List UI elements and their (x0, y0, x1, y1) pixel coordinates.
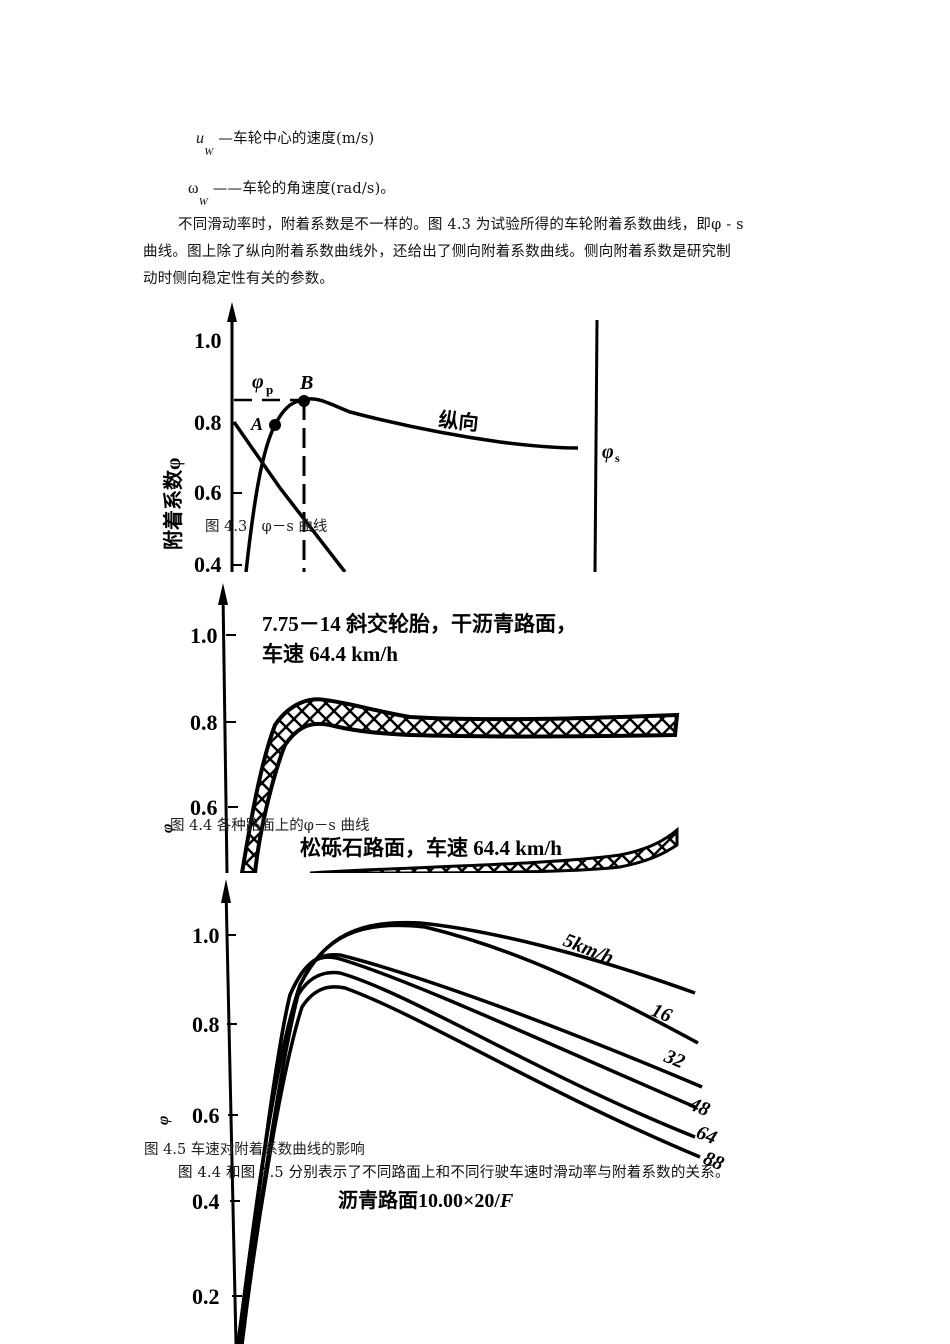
subscript-w: W (204, 145, 214, 158)
svg-text:0.6: 0.6 (192, 1103, 220, 1128)
svg-text:0.4: 0.4 (192, 1189, 220, 1214)
svg-text:A: A (250, 414, 263, 434)
svg-text:1.0: 1.0 (190, 623, 218, 648)
svg-text:φ: φ (252, 371, 264, 393)
paragraph-line: 不同滑动率时，附着系数是不一样的。图 4.3 为试验所得的车轮附着系数曲线，即φ… (178, 217, 744, 233)
paragraph-line: 动时侧向稳定性有关的参数。 (143, 271, 335, 287)
axis-arrow-icon (227, 302, 237, 322)
svg-text:7.75－14 斜交轮胎，干沥青路面，: 7.75－14 斜交轮胎，干沥青路面， (262, 612, 577, 636)
svg-text:B: B (299, 372, 313, 394)
svg-text:φ: φ (155, 1116, 172, 1125)
svg-text:64: 64 (693, 1121, 720, 1149)
paragraph-line: 图 4.4 和图 4.5 分别表示了不同路面上和不同行驶车速时滑动率与附着系数的… (178, 1165, 730, 1181)
svg-text:1.0: 1.0 (194, 328, 222, 353)
svg-text:0.6: 0.6 (190, 795, 218, 820)
definition-omega: ωW ——车轮的角速度(rad/s)。 (188, 178, 396, 208)
svg-text:48: 48 (685, 1093, 713, 1121)
svg-text:沥青路面10.00×20/F: 沥青路面10.00×20/F (338, 1188, 514, 1212)
svg-text:纵向: 纵向 (437, 407, 479, 435)
svg-text:φ: φ (159, 824, 176, 833)
caption-fig-4-5: 图 4.5 车速对附着系数曲线的影响 (144, 1142, 365, 1158)
axis-arrow-icon (218, 583, 228, 605)
figure-4-4-chart: 1.0 0.8 0.6 φ 7.75－14 斜交轮胎，干沥青路面， 车速 64.… (159, 583, 680, 873)
svg-text:16: 16 (648, 999, 675, 1027)
symbol-omega: ω (188, 180, 199, 197)
paragraph-line: 曲线。图上除了纵向附着系数曲线外，还给出了侧向附着系数曲线。侧向附着系数是研究制 (143, 244, 731, 260)
svg-text:φ: φ (602, 441, 614, 463)
symbol-u: u (196, 130, 205, 147)
subscript-w: W (198, 195, 209, 208)
svg-text:0.8: 0.8 (192, 1012, 220, 1037)
svg-text:p: p (266, 382, 273, 397)
svg-text:0.8: 0.8 (194, 410, 222, 435)
svg-text:附着系数φ: 附着系数φ (161, 458, 185, 550)
definition-text: ——车轮的角速度(rad/s)。 (212, 181, 396, 197)
svg-text:5km/h: 5km/h (560, 929, 617, 969)
caption-fig-4-4: 图 4.4 各种路面上的φ－s 曲线 (170, 818, 370, 834)
svg-text:0.2: 0.2 (192, 1284, 220, 1309)
definition-uw: uW —车轮中心的速度(m/s) (196, 128, 375, 158)
svg-text:松砾石路面，车速 64.4 km/h: 松砾石路面，车速 64.4 km/h (300, 836, 562, 860)
figure-4-3-chart: 1.0 0.8 0.6 0.4 附着系数φ φ p B A 纵向 φ s (161, 302, 620, 572)
caption-fig-4-3: 图 4.3 φ－s 曲线 (205, 519, 328, 535)
figure-4-5-chart: 1.0 0.8 0.6 0.4 0.2 φ 5km/h 16 32 48 64 … (155, 879, 727, 1344)
axis-arrow-icon (221, 879, 231, 903)
svg-text:32: 32 (660, 1045, 688, 1073)
svg-text:车速 64.4 km/h: 车速 64.4 km/h (262, 642, 398, 666)
svg-text:0.8: 0.8 (190, 710, 218, 735)
svg-text:0.6: 0.6 (194, 480, 222, 505)
svg-text:s: s (615, 451, 620, 465)
definition-text: —车轮中心的速度(m/s) (218, 131, 375, 147)
svg-text:1.0: 1.0 (192, 923, 220, 948)
svg-text:0.4: 0.4 (194, 552, 222, 572)
